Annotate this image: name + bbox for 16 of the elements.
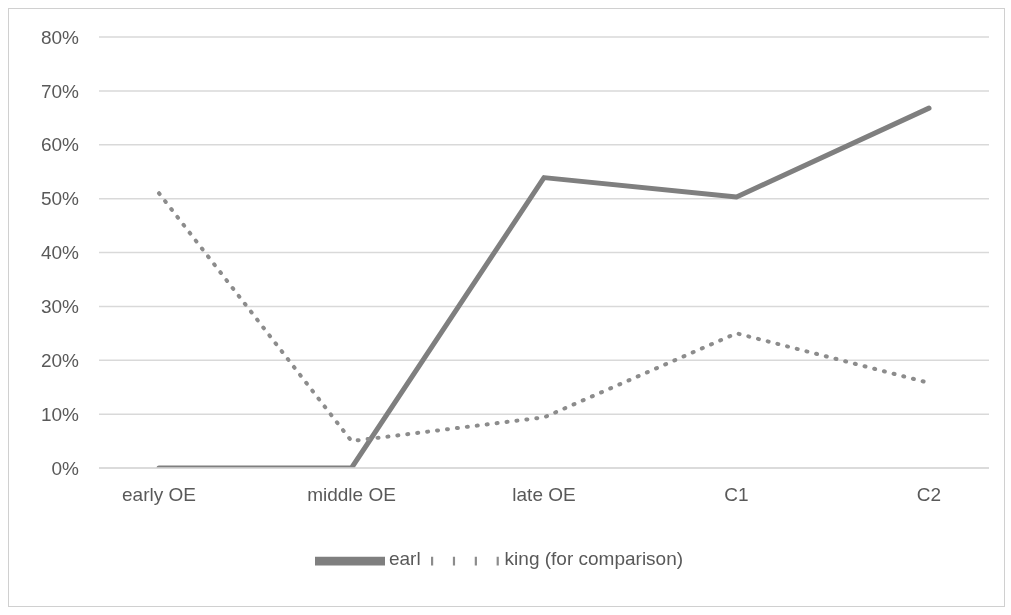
x-tick-label: middle OE: [307, 484, 396, 506]
y-tick-label: 70%: [40, 80, 80, 102]
y-tick-label: 0%: [51, 457, 80, 479]
x-tick-label: C2: [916, 484, 942, 506]
x-tick-label: C1: [724, 484, 749, 506]
y-tick-label: 80%: [40, 26, 80, 48]
legend-label: king (for comparison): [504, 548, 684, 570]
y-tick-label: 20%: [40, 349, 80, 371]
x-tick-label: early OE: [122, 484, 196, 506]
y-tick-label: 50%: [40, 188, 80, 210]
y-tick-label: 10%: [40, 403, 80, 425]
y-tick-label: 30%: [40, 296, 80, 318]
x-tick-label: late OE: [512, 484, 576, 506]
y-tick-label: 60%: [40, 134, 80, 156]
y-tick-label: 40%: [40, 242, 80, 264]
legend-label: earl: [388, 548, 421, 570]
